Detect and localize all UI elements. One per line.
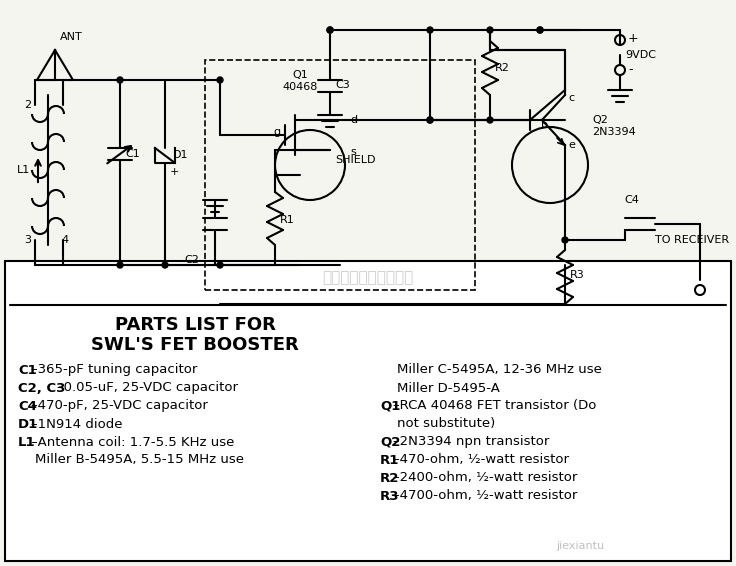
- Circle shape: [427, 117, 433, 123]
- Text: C2: C2: [184, 255, 199, 265]
- Text: ANT: ANT: [60, 32, 82, 42]
- Text: c: c: [568, 93, 574, 103]
- Circle shape: [537, 27, 543, 33]
- Text: Miller D-5495-A: Miller D-5495-A: [380, 381, 500, 395]
- Text: +: +: [628, 32, 639, 45]
- Text: –1N914 diode: –1N914 diode: [31, 418, 122, 431]
- Text: –4700-ohm, ½-watt resistor: –4700-ohm, ½-watt resistor: [393, 490, 577, 503]
- Circle shape: [487, 117, 493, 123]
- Text: –2400-ohm, ½-watt resistor: –2400-ohm, ½-watt resistor: [393, 471, 577, 484]
- Text: -: -: [628, 63, 632, 76]
- Circle shape: [487, 27, 493, 33]
- Text: C3: C3: [335, 80, 350, 90]
- Text: –470-pF, 25-VDC capacitor: –470-pF, 25-VDC capacitor: [31, 400, 208, 413]
- Text: 2: 2: [24, 100, 32, 110]
- Text: C2, C3: C2, C3: [18, 381, 66, 395]
- Text: 40468: 40468: [283, 82, 318, 92]
- Text: –2N3394 npn transistor: –2N3394 npn transistor: [393, 435, 549, 448]
- Text: not substitute): not substitute): [380, 418, 495, 431]
- Text: R3: R3: [570, 270, 584, 280]
- Text: 4: 4: [61, 235, 68, 245]
- Text: SHIELD: SHIELD: [335, 155, 375, 165]
- Text: C1: C1: [125, 149, 140, 159]
- Text: R2: R2: [495, 63, 510, 73]
- Text: jiexiantu: jiexiantu: [556, 541, 604, 551]
- Text: Q1: Q1: [380, 400, 400, 413]
- Bar: [5, 261, 731, 561]
- Circle shape: [162, 262, 168, 268]
- Circle shape: [217, 77, 223, 83]
- Bar: [205, 60, 475, 290]
- Text: D1: D1: [18, 418, 38, 431]
- Text: –0.05-uF, 25-VDC capacitor: –0.05-uF, 25-VDC capacitor: [57, 381, 238, 395]
- Text: 3: 3: [24, 235, 32, 245]
- Circle shape: [327, 27, 333, 33]
- Text: D1: D1: [173, 150, 188, 160]
- Circle shape: [327, 27, 333, 33]
- Text: –RCA 40468 FET transistor (Do: –RCA 40468 FET transistor (Do: [393, 400, 596, 413]
- Text: b: b: [541, 120, 548, 130]
- Text: R1: R1: [280, 215, 294, 225]
- Text: C4: C4: [625, 195, 640, 205]
- Text: C4: C4: [18, 400, 37, 413]
- Circle shape: [537, 27, 543, 33]
- Text: PARTS LIST FOR: PARTS LIST FOR: [115, 316, 275, 334]
- Text: SWL'S FET BOOSTER: SWL'S FET BOOSTER: [91, 336, 299, 354]
- Text: Q2: Q2: [592, 115, 608, 125]
- Text: d: d: [350, 115, 357, 125]
- Text: g: g: [273, 127, 280, 137]
- Circle shape: [427, 117, 433, 123]
- Text: R3: R3: [380, 490, 400, 503]
- Text: 2N3394: 2N3394: [592, 127, 636, 137]
- Text: Miller B-5495A, 5.5-15 MHz use: Miller B-5495A, 5.5-15 MHz use: [18, 453, 244, 466]
- Circle shape: [117, 77, 123, 83]
- Circle shape: [117, 262, 123, 268]
- Circle shape: [427, 27, 433, 33]
- Text: L1: L1: [16, 165, 29, 175]
- Text: e: e: [568, 140, 575, 150]
- Text: s: s: [350, 147, 355, 157]
- Text: C1: C1: [18, 363, 37, 376]
- Text: Q1: Q1: [292, 70, 308, 80]
- Text: +: +: [170, 167, 180, 177]
- Text: Miller C-5495A, 12-36 MHz use: Miller C-5495A, 12-36 MHz use: [380, 363, 602, 376]
- Text: L1: L1: [18, 435, 35, 448]
- Text: –365-pF tuning capacitor: –365-pF tuning capacitor: [31, 363, 197, 376]
- Circle shape: [217, 262, 223, 268]
- Text: R2: R2: [380, 471, 400, 484]
- Circle shape: [562, 237, 568, 243]
- Text: R1: R1: [380, 453, 400, 466]
- Text: 9VDC: 9VDC: [625, 50, 656, 60]
- Text: 杭州提督科技有限公司: 杭州提督科技有限公司: [322, 271, 414, 285]
- Text: TO RECEIVER: TO RECEIVER: [655, 235, 729, 245]
- Text: Q2: Q2: [380, 435, 400, 448]
- Text: –Antenna coil: 1.7-5.5 KHz use: –Antenna coil: 1.7-5.5 KHz use: [31, 435, 234, 448]
- Text: –470-ohm, ½-watt resistor: –470-ohm, ½-watt resistor: [393, 453, 569, 466]
